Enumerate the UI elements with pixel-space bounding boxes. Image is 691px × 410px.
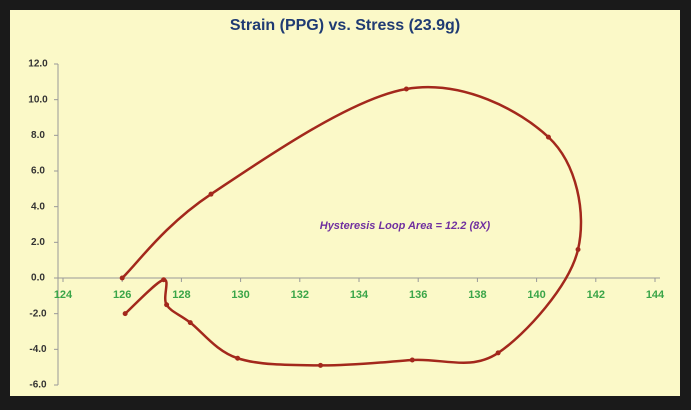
point (161, 277, 167, 283)
point (235, 355, 241, 361)
point (403, 86, 409, 92)
x-tick-label: 136 (409, 289, 427, 301)
chart-title: Strain (PPG) vs. Stress (23.9g) (230, 17, 460, 34)
x-tick-label: 138 (468, 289, 486, 301)
x-tick-label: 128 (172, 289, 190, 301)
y-tick-label: 6.0 (31, 166, 45, 177)
point (545, 134, 551, 140)
point (187, 320, 193, 326)
x-tick-label: 124 (54, 289, 73, 301)
point (208, 191, 214, 197)
x-tick-label: 132 (291, 289, 309, 301)
y-tick-label: -6.0 (29, 380, 47, 391)
x-tick-label: 134 (350, 289, 369, 301)
y-tick-label: 12.0 (28, 59, 48, 70)
x-tick-label: 144 (646, 289, 665, 301)
point (318, 362, 324, 368)
x-tick-label: 142 (587, 289, 605, 301)
y-tick-label: 10.0 (28, 94, 48, 105)
y-tick-label: 2.0 (31, 237, 45, 248)
y-tick-label: -2.0 (29, 308, 47, 319)
y-tick-label: 0.0 (31, 273, 45, 284)
point (164, 302, 170, 308)
x-tick-label: 130 (231, 289, 249, 301)
y-tick-label: -4.0 (29, 344, 47, 355)
point (409, 357, 415, 363)
annotation: Hysteresis Loop Area = 12.2 (8X) (320, 220, 491, 232)
x-tick-label: 126 (113, 289, 131, 301)
point (495, 350, 501, 356)
point (122, 311, 128, 317)
point (119, 275, 125, 281)
y-tick-label: 8.0 (31, 130, 45, 141)
y-tick-label: 4.0 (31, 201, 45, 212)
chart-background (10, 10, 680, 396)
point (575, 246, 581, 252)
x-tick-label: 140 (527, 289, 545, 301)
